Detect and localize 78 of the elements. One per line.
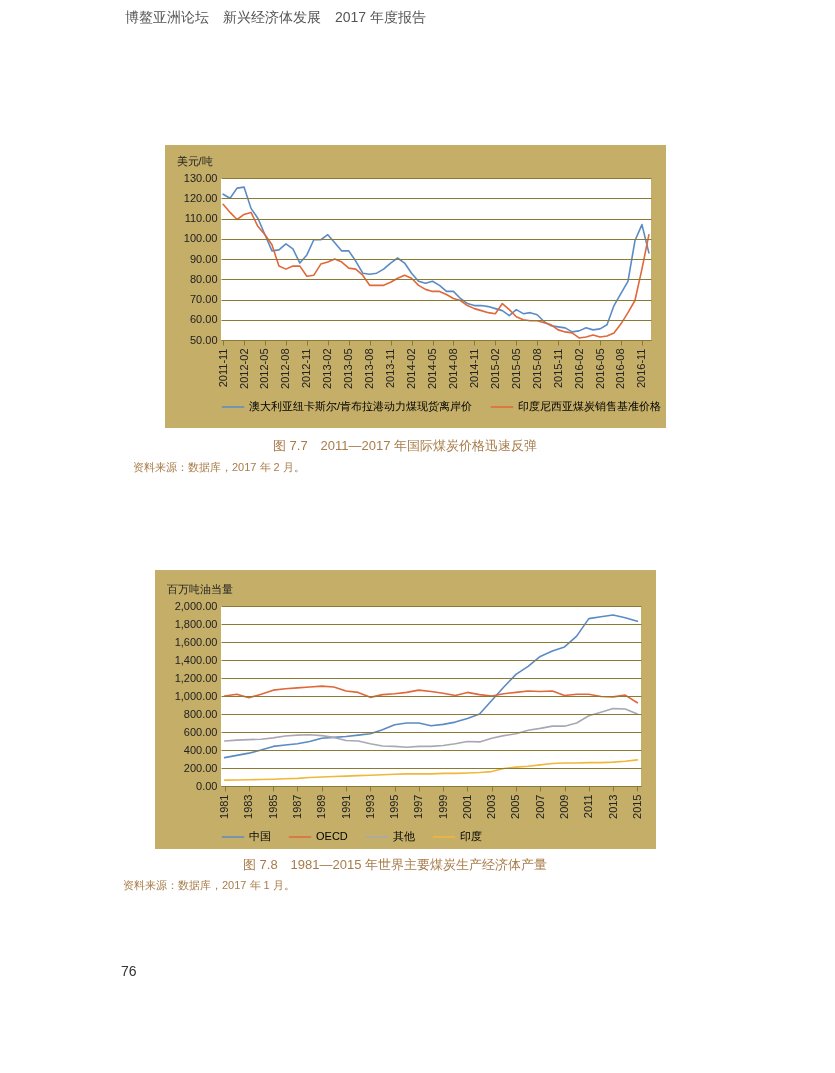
y-axis-title: 美元/吨 <box>176 154 213 167</box>
text: 资料来源：数据库，2017 年 1 月。 <box>123 879 295 891</box>
y-tick-label: 600.00 <box>183 725 218 738</box>
x-tick-label: 1989 <box>315 794 328 819</box>
x-tick-label: 2009 <box>558 794 571 819</box>
x-tick-label: 2016-05 <box>593 348 606 389</box>
x-tick-label: 1993 <box>363 794 376 819</box>
y-tick-label: 120.00 <box>183 191 218 204</box>
x-tick-label: 1981 <box>218 794 231 819</box>
x-tick-label: 2016-02 <box>572 348 585 389</box>
y-tick-label: 1,600.00 <box>174 635 218 648</box>
x-tick-label: 1991 <box>339 794 352 819</box>
x-tick-label: 2016-08 <box>614 348 627 389</box>
x-tick-label: 2003 <box>485 794 498 819</box>
x-tick-label: 2005 <box>509 794 522 819</box>
x-tick-label: 2016-11 <box>635 348 648 389</box>
x-tick-label: 2014-02 <box>405 348 418 389</box>
line-series <box>222 186 650 333</box>
line-series <box>223 685 639 704</box>
y-tick-label: 50.00 <box>189 333 218 346</box>
line-series <box>223 759 639 781</box>
x-tick-label: 2013 <box>606 794 619 819</box>
x-tick-label: 2015-05 <box>509 348 522 389</box>
y-tick-label: 1,000.00 <box>174 689 218 702</box>
x-tick-label: 2014-11 <box>467 348 480 389</box>
y-tick-label: 1,200.00 <box>174 671 218 684</box>
y-tick-label: 1,800.00 <box>174 617 218 630</box>
x-tick-label: 2015-11 <box>551 348 564 389</box>
text: 图 7.7 2011—2017 年国际煤炭价格迅速反弹 <box>272 438 538 453</box>
y-tick-label: 200.00 <box>183 761 218 774</box>
x-tick-label: 2013-05 <box>342 348 355 389</box>
legend-label: OECD <box>316 830 348 842</box>
y-tick-label: 70.00 <box>189 293 218 305</box>
text: 76 <box>121 963 137 979</box>
x-tick-label: 2011 <box>582 794 595 819</box>
x-tick-label: 2012-11 <box>300 348 313 389</box>
y-tick-label: 0.00 <box>196 779 218 792</box>
legend-label: 其他 <box>393 830 415 842</box>
y-axis-title: 百万吨油当量 <box>166 582 233 595</box>
line-series <box>223 614 639 759</box>
x-tick-label: 2014-05 <box>426 348 439 389</box>
x-tick-label: 1995 <box>388 794 401 819</box>
x-tick-label: 2012-08 <box>279 348 292 389</box>
x-tick-label: 2012-02 <box>237 348 250 389</box>
text: 博鳌亚洲论坛 新兴经济体发展 2017 年度报告 <box>125 9 427 25</box>
text: 图 7.8 1981—2015 年世界主要煤炭生产经济体产量 <box>242 857 548 872</box>
legend-label: 澳大利亚纽卡斯尔/肯布拉港动力煤现货离岸价 <box>249 400 473 412</box>
y-tick-label: 90.00 <box>189 252 218 265</box>
legend-label: 印度尼西亚煤炭销售基准价格 <box>518 400 661 412</box>
y-tick-label: 80.00 <box>189 272 218 285</box>
x-tick-label: 2007 <box>533 794 546 819</box>
x-tick-label: 1985 <box>266 794 279 819</box>
y-tick-label: 100.00 <box>183 232 218 245</box>
x-tick-label: 1987 <box>290 794 303 819</box>
legend-label: 印度 <box>460 830 482 842</box>
x-tick-label: 2012-05 <box>258 348 271 389</box>
legend-label: 中国 <box>249 830 271 842</box>
x-tick-label: 1983 <box>242 794 255 819</box>
x-tick-label: 2013-08 <box>363 348 376 389</box>
y-tick-label: 2,000.00 <box>174 599 218 612</box>
x-tick-label: 1997 <box>412 794 425 819</box>
x-tick-label: 2015-08 <box>530 348 543 389</box>
x-tick-label: 2014-08 <box>446 348 459 389</box>
y-tick-label: 1,400.00 <box>174 653 218 666</box>
x-tick-label: 2013-02 <box>321 348 334 389</box>
x-tick-label: 2001 <box>460 794 473 819</box>
text: 资料来源：数据库，2017 年 2 月。 <box>133 461 305 473</box>
y-tick-label: 400.00 <box>183 743 218 756</box>
y-tick-label: 60.00 <box>189 313 218 326</box>
y-tick-label: 130.00 <box>183 171 218 184</box>
x-tick-label: 2013-11 <box>384 348 397 389</box>
x-tick-label: 2015 <box>630 794 643 819</box>
y-tick-label: 800.00 <box>183 707 218 720</box>
line-series <box>223 707 639 749</box>
x-tick-label: 2015-02 <box>488 348 501 389</box>
y-tick-label: 110.00 <box>184 212 218 224</box>
x-tick-label: 1999 <box>436 794 449 819</box>
x-tick-label: 2011-11 <box>216 348 229 388</box>
